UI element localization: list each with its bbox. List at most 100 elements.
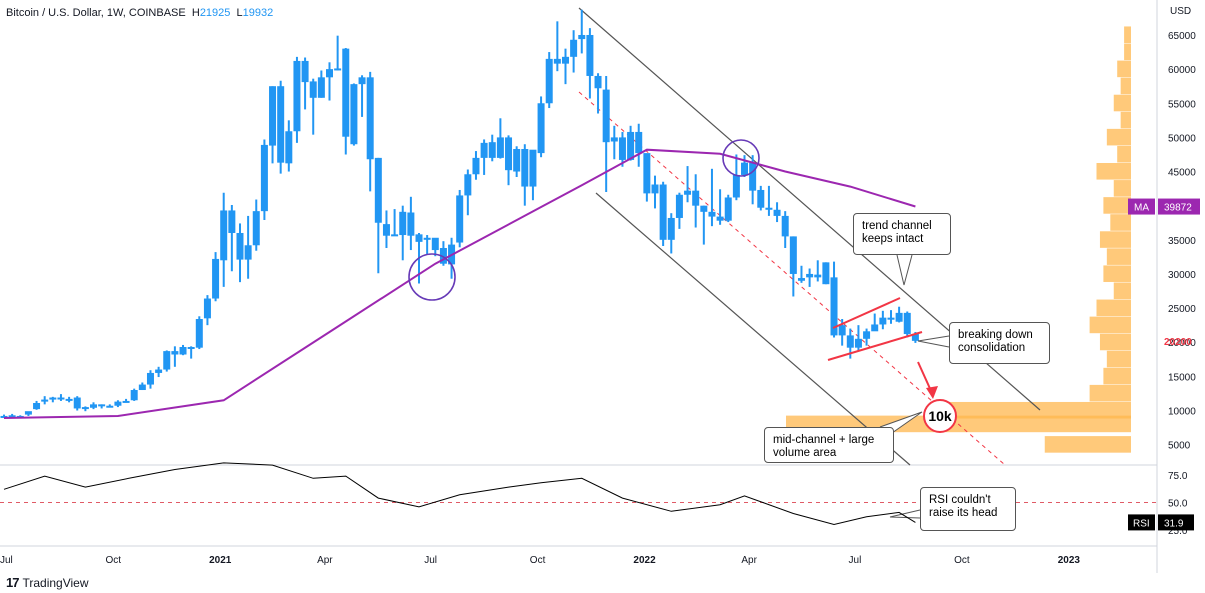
ohlc-body: [41, 399, 49, 402]
tradingview-logo[interactable]: 17 TradingView: [6, 575, 89, 590]
ohlc-body: [317, 77, 325, 98]
ohlc-body: [814, 274, 822, 278]
ohlc-body: [765, 207, 773, 210]
ohlc-body: [903, 312, 911, 335]
volume-profile-bar: [1096, 163, 1131, 180]
ohlc-body: [741, 162, 749, 175]
ohlc-body: [236, 232, 244, 260]
ohlc-body: [285, 131, 293, 164]
triangle-lower-line: [827, 331, 923, 361]
price-tick-label: 50000: [1168, 133, 1196, 144]
time-tick-label: Oct: [530, 555, 546, 566]
ohlc-body: [171, 351, 179, 355]
ohlc-body: [309, 81, 317, 98]
volume-profile-bar: [1117, 60, 1131, 78]
ma-badge-tag: [1128, 198, 1155, 215]
ohlc-body: [65, 398, 73, 401]
ohlc-body: [618, 137, 626, 160]
volume-profile-bar: [1089, 316, 1131, 334]
ohlc-body: [0, 415, 8, 418]
ohlc-body: [269, 86, 277, 146]
time-axis: Jul Oct 2021 Apr Jul Oct 2022 Apr Jul Oct 2023: [0, 555, 1080, 566]
moving-average: [3, 148, 916, 419]
ohlc-body: [439, 248, 447, 264]
price-tick-label: 5000: [1168, 441, 1191, 452]
volume-profile-bar: [1110, 214, 1131, 231]
time-tick-label: Apr: [741, 555, 757, 566]
chart-grid: [0, 464, 1157, 547]
ohlc-body: [57, 397, 65, 400]
time-tick-label: Oct: [105, 555, 121, 566]
ohlc-body: [529, 149, 537, 187]
rsi-panel: [3, 462, 916, 526]
rsi-badge-box: [1158, 514, 1194, 531]
price-bars: [0, 9, 919, 418]
ohlc-body: [220, 210, 228, 261]
ohlc-body: [415, 234, 423, 242]
callout-pointer-trend: [896, 254, 913, 286]
ma-badge-value: 39872: [1164, 203, 1192, 214]
ohlc-body: [138, 384, 146, 391]
ohlc-body: [773, 209, 781, 216]
triangle-upper-line: [832, 297, 901, 329]
price-unit-label: USD: [1170, 6, 1191, 17]
volume-profile-bar: [1106, 350, 1131, 368]
ohlc-body: [163, 351, 171, 370]
ohlc-body: [8, 415, 16, 418]
ohlc-body: [179, 347, 187, 355]
ohlc-body: [382, 224, 390, 236]
time-tick-label: Jul: [0, 555, 13, 566]
callout-breaking-down: breaking down consolidation: [949, 322, 1050, 364]
volume-profile-bar: [1113, 180, 1131, 197]
ohlc-body: [122, 400, 130, 403]
ohlc-body: [464, 174, 472, 196]
ohlc-body: [293, 60, 301, 132]
volume-profile-bar: [1099, 231, 1131, 248]
price-tick-label: 60000: [1168, 65, 1196, 76]
ohlc-body: [407, 212, 415, 236]
ohlc-body: [106, 405, 114, 408]
channel-lower-line: [595, 192, 911, 466]
tradingview-wordmark: TradingView: [22, 575, 89, 590]
ohlc-body: [789, 236, 797, 274]
price-tick-label: 65000: [1168, 31, 1196, 42]
ohlc-body: [659, 184, 667, 240]
ohlc-body: [822, 262, 830, 285]
volume-profile-bar: [1124, 43, 1131, 61]
ma-touch-circle-2: [722, 139, 760, 177]
volume-profile-bar: [941, 401, 1131, 419]
volume-profile-bar: [1044, 436, 1131, 453]
volume-profile-bar: [1124, 26, 1131, 44]
ohlc-body: [212, 258, 220, 299]
volume-profile-bar: [1113, 282, 1131, 300]
channel-midline: [578, 91, 1006, 466]
ohlc-body: [431, 237, 439, 251]
volume-profile-bar: [1113, 94, 1131, 112]
volume-profile-bar: [1099, 333, 1131, 351]
last-price-label: 20200: [1164, 337, 1192, 348]
ohlc-body: [358, 77, 366, 85]
rsi-line: [3, 462, 916, 526]
ma-touch-circle-1: [408, 253, 456, 301]
ohlc-body: [187, 347, 195, 350]
ohlc-body: [366, 77, 374, 160]
trend-channel: [578, 7, 1041, 466]
ohlc-body: [513, 149, 521, 172]
ohlc-body: [724, 197, 732, 221]
volume-profile-bar: [1120, 77, 1131, 95]
ohlc-body: [854, 338, 862, 348]
ohlc-body: [871, 324, 879, 332]
ohlc-body: [488, 142, 496, 158]
target-label: 10k: [928, 408, 952, 424]
time-tick-label: 2023: [1058, 555, 1081, 566]
high-value: 21925: [199, 7, 231, 19]
volume-profile-bar: [1096, 299, 1131, 317]
low-value: 19932: [242, 7, 274, 19]
low-label: L: [236, 7, 243, 19]
ohlc-body: [684, 190, 692, 195]
ohlc-body: [911, 334, 919, 341]
volume-profile: [786, 26, 1131, 453]
ohlc-body: [456, 195, 464, 243]
price-axis: USD 65000 60000 55000 50000 45000 35000 30000 25…: [1128, 0, 1200, 573]
